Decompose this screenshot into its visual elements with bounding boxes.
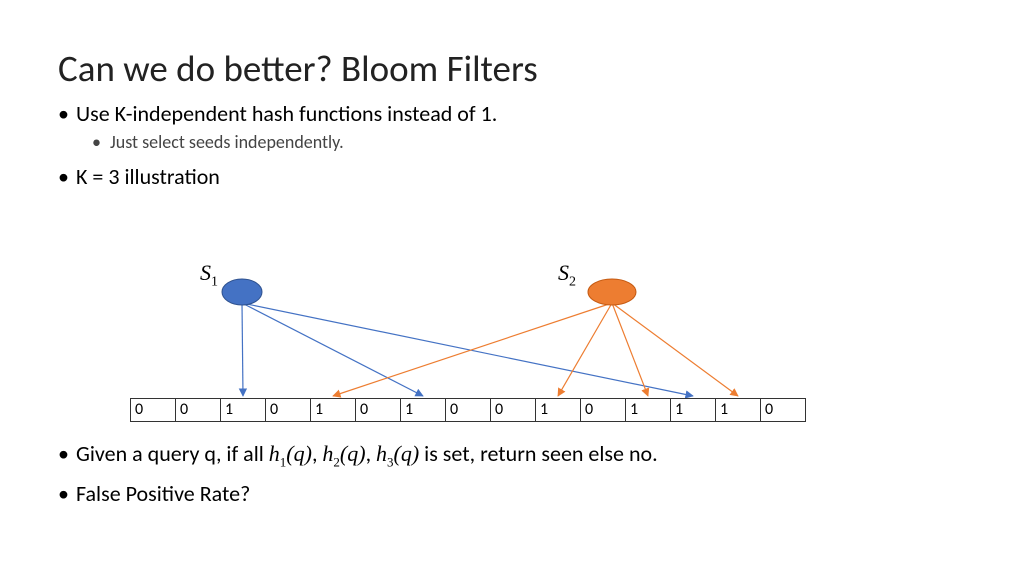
bullet-dot: •: [58, 163, 76, 190]
bit-cell: 1: [535, 398, 581, 422]
bullet-1-sub-text: Just select seeds independently.: [110, 131, 344, 153]
bit-array: 001010100101110: [130, 398, 805, 422]
bullet-4: • False Positive Rate?: [58, 480, 658, 507]
bullet-block-2: • Given a query q, if all h1(q), h2(q), …: [58, 440, 658, 507]
bit-cell: 1: [670, 398, 716, 422]
bit-cell: 1: [310, 398, 356, 422]
bit-cell: 0: [175, 398, 221, 422]
h3q: h3(q): [376, 441, 419, 466]
bit-cell: 0: [760, 398, 806, 422]
bullet-3: • Given a query q, if all h1(q), h2(q), …: [58, 440, 658, 470]
bit-cell: 0: [580, 398, 626, 422]
bullet-dot: •: [58, 100, 76, 127]
bullet-dot: •: [92, 131, 110, 153]
slide: Can we do better? Bloom Filters • Use K-…: [0, 0, 1024, 576]
bit-cell: 0: [130, 398, 176, 422]
bloom-diagram: S1 S2 001010100101110: [0, 240, 1024, 440]
bit-cell: 1: [625, 398, 671, 422]
bit-cell: 0: [355, 398, 401, 422]
bit-cell: 0: [490, 398, 536, 422]
bit-cell: 0: [265, 398, 311, 422]
bullet-block-1: • Use K-independent hash functions inste…: [58, 100, 497, 194]
bullet-4-text: False Positive Rate?: [76, 480, 250, 507]
bullet-2: • K = 3 illustration: [58, 163, 497, 190]
bullet-dot: •: [58, 440, 76, 467]
bullet-3-text: Given a query q, if all h1(q), h2(q), h3…: [76, 440, 658, 470]
b3-prefix: Given a query q, if all: [76, 440, 269, 467]
page-title: Can we do better? Bloom Filters: [58, 46, 538, 91]
bullet-2-text: K = 3 illustration: [76, 163, 220, 190]
bullet-dot: •: [58, 480, 76, 507]
bit-cell: 0: [445, 398, 491, 422]
bullet-1-sub: • Just select seeds independently.: [92, 131, 497, 153]
bit-cell: 1: [400, 398, 446, 422]
bullet-1: • Use K-independent hash functions inste…: [58, 100, 497, 127]
b3-suffix: is set, return seen else no.: [424, 440, 658, 467]
h2q: h2(q): [322, 441, 365, 466]
h1q: h1(q): [269, 441, 312, 466]
bit-cell: 1: [220, 398, 266, 422]
bullet-1-text: Use K-independent hash functions instead…: [76, 100, 497, 127]
bit-cell: 1: [715, 398, 761, 422]
